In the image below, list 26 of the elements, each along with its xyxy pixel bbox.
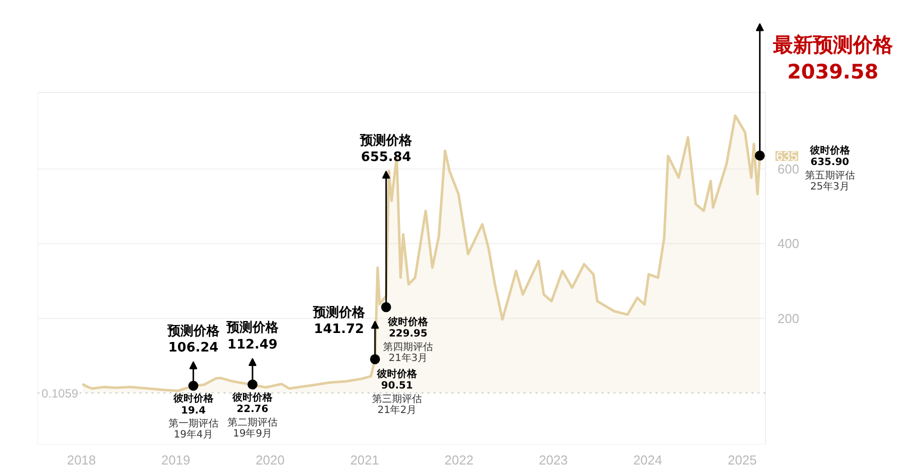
- x-tick-label: 2020: [256, 452, 285, 468]
- point: [370, 354, 380, 364]
- annotation: 预测价格 106.24: [166, 324, 220, 356]
- x-tick-label: 2019: [161, 452, 190, 468]
- annotation: 预测价格 112.49: [226, 320, 280, 352]
- point: [381, 302, 392, 312]
- x-tick-label: 2023: [538, 452, 568, 468]
- y-tick-label: 200: [778, 310, 800, 326]
- annotation: 预测价格 141.72: [312, 305, 366, 338]
- ref-line-label: 0.1059: [42, 386, 79, 400]
- annotation: 彼时价格 19.4 第一期评估 19年4月: [168, 392, 218, 441]
- x-tick-label: 2022: [444, 452, 474, 468]
- annotation: 最新预测价格 2039.58: [772, 32, 894, 84]
- annotation: 635: [776, 148, 798, 164]
- y-tick-label: 600: [778, 162, 800, 177]
- x-tick-label: 2018: [66, 452, 96, 468]
- x-tick-label: 2024: [633, 452, 662, 468]
- x-tick-label: 2021: [350, 452, 380, 468]
- x-tick-label: 2025: [728, 452, 757, 468]
- annotation: 彼时价格 229.95 第四期评估 21年3月: [383, 316, 434, 364]
- annotation: 彼时价格 22.76 第二期评估 19年9月: [228, 391, 278, 440]
- point: [248, 380, 258, 390]
- y-tick-label: 400: [778, 236, 800, 252]
- text: 彼时价格 635.90 第五期评估 25年3月: [804, 144, 855, 193]
- annotation: 预测价格 655.84: [359, 133, 414, 166]
- annotation: 彼时价格 90.51 第三期评估 21年2月: [372, 368, 422, 416]
